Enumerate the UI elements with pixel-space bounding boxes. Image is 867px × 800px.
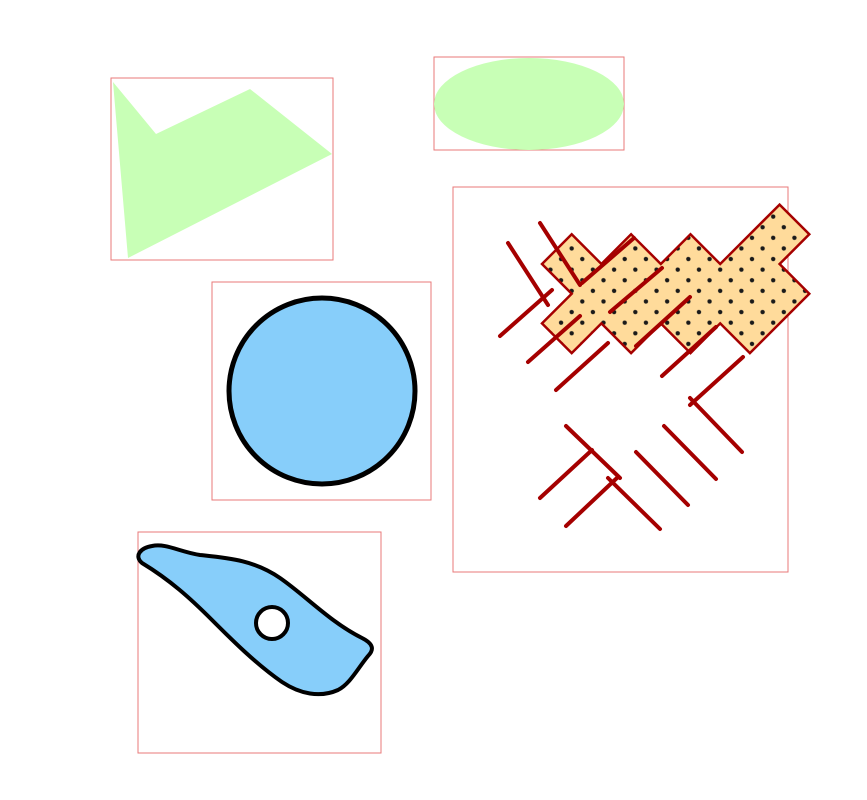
hatch-mark <box>634 295 692 348</box>
cross-shape-outline <box>540 202 812 355</box>
polygon-shape <box>113 82 332 258</box>
circle-shape <box>226 295 418 487</box>
hatch-mark <box>606 476 662 531</box>
blob-hole <box>254 605 290 641</box>
hatch-mark <box>506 241 550 307</box>
hatch-mark <box>538 221 582 287</box>
hatch-mark <box>608 266 664 314</box>
hatch-mark <box>580 236 636 285</box>
hatch-marks <box>498 221 745 531</box>
cross-bounding-box <box>452 186 789 573</box>
circle-bounding-box <box>211 281 432 501</box>
hatch-mark <box>498 288 554 338</box>
hatch-mark <box>526 314 582 364</box>
hatch-mark <box>688 355 745 407</box>
polygon-bounding-box <box>110 77 334 261</box>
blob-shape-group <box>136 531 382 754</box>
ellipse-shape-group <box>433 56 625 151</box>
circle-shape-group <box>211 281 432 501</box>
cross-shape-group <box>452 186 812 573</box>
hatch-mark <box>564 475 620 528</box>
hatch-mark <box>634 450 690 507</box>
blob-bounding-box <box>137 531 382 754</box>
ellipse-shape <box>434 58 624 150</box>
hatch-mark <box>660 325 718 378</box>
polygon-shape-group <box>110 77 334 261</box>
hatch-mark <box>662 424 718 481</box>
hatch-mark <box>688 396 744 454</box>
hatch-mark <box>554 341 610 392</box>
hatch-mark <box>538 448 594 500</box>
hatch-mark <box>564 424 622 480</box>
